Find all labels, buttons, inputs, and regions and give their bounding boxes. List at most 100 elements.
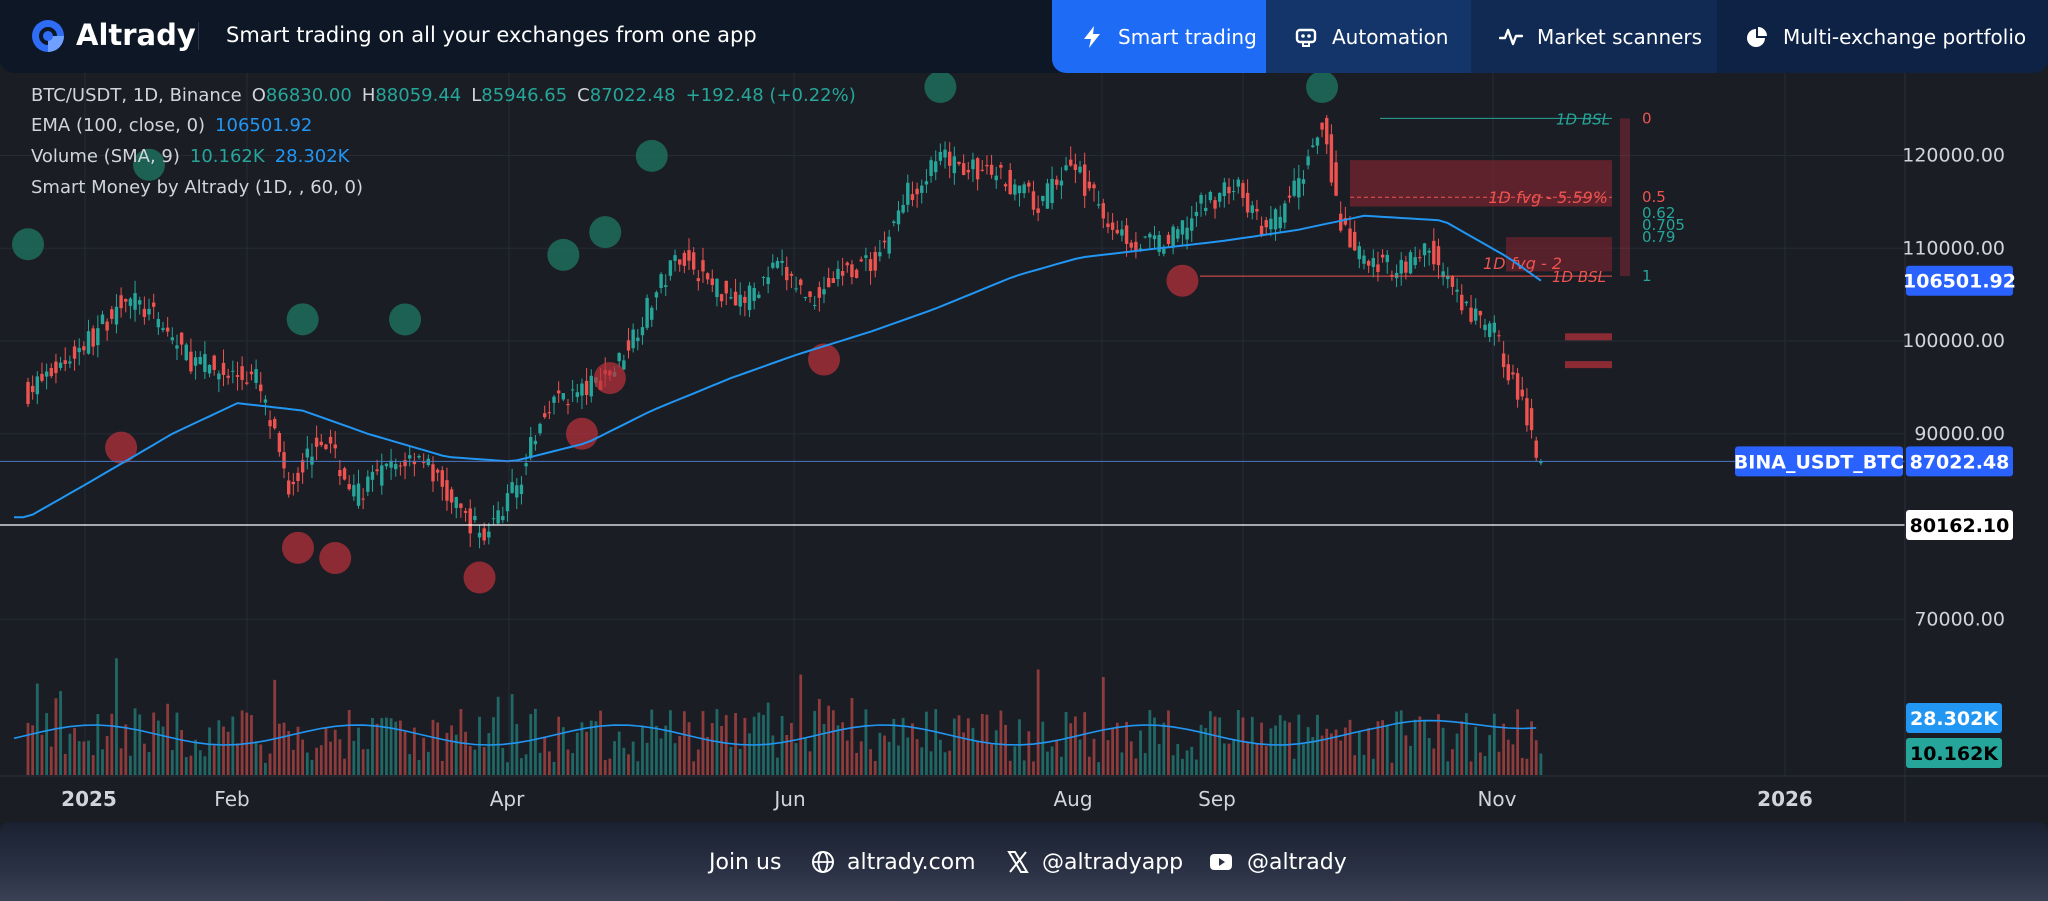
tab-multi-exchange-portfolio[interactable]: Multi-exchange portfolio <box>1717 0 2048 73</box>
candle-body <box>296 472 300 481</box>
candle-body <box>803 297 808 299</box>
symbol-label[interactable]: BTC/USDT, 1D, Binance <box>31 85 242 106</box>
volume-bar <box>231 716 235 775</box>
candle-body <box>1325 117 1329 145</box>
candle-body <box>1143 236 1147 238</box>
volume-bar <box>1092 738 1096 775</box>
price-chart[interactable]: 1D BSL 1D BSL 1D fvg - 5.59% 1D fvg - 2 0 0.5… <box>0 73 2048 822</box>
candle-body <box>203 354 207 372</box>
altrady-logo-icon[interactable] <box>31 19 65 53</box>
volume-bar <box>1195 759 1198 775</box>
candle-body <box>184 344 188 361</box>
volume-bar <box>1516 709 1519 775</box>
swing-low-marker <box>105 431 138 464</box>
candle-body <box>221 362 226 375</box>
candle-body <box>1292 180 1296 196</box>
candle-body <box>1208 191 1213 201</box>
smc-label[interactable]: Smart Money by Altrady (1D, , 60, 0) <box>31 177 364 198</box>
candle-body <box>482 528 486 541</box>
candle-body <box>622 360 626 370</box>
fvg-zone <box>1506 237 1612 272</box>
volume-bar <box>971 727 975 775</box>
volume-bar <box>552 761 556 775</box>
volume-bar <box>1357 731 1361 775</box>
candle-body <box>1320 122 1324 130</box>
price-tick-label: 70000.00 <box>1914 608 2005 630</box>
candle-body <box>733 291 738 306</box>
volume-bar <box>650 709 654 775</box>
volume-bar <box>156 720 160 775</box>
ema-label[interactable]: EMA (100, close, 0) <box>31 115 206 136</box>
volume-label[interactable]: Volume (SMA, 9) <box>31 146 180 167</box>
volume-bar <box>496 696 500 775</box>
candle-body <box>1287 195 1292 198</box>
volume-bar <box>1409 745 1412 775</box>
volume-bar <box>990 743 993 775</box>
volume-bar <box>822 723 826 775</box>
volume-bar <box>212 745 216 775</box>
candle-body <box>408 455 412 459</box>
volume-bar <box>869 749 872 775</box>
fvg-zone-small <box>1565 333 1612 341</box>
candle-body <box>845 262 849 266</box>
x-logo-icon <box>1007 851 1029 873</box>
volume-bar <box>1399 710 1403 775</box>
volume-bar <box>319 745 323 775</box>
volume-bar <box>776 757 779 775</box>
candle-body <box>1087 181 1092 189</box>
volume-bar <box>1181 758 1184 775</box>
volume-value: 10.162K <box>189 146 265 167</box>
candle-body <box>1027 182 1031 187</box>
volume-bar <box>1367 728 1371 775</box>
candle-body <box>934 161 938 173</box>
volume-bar <box>40 734 44 775</box>
volume-bar <box>329 741 332 775</box>
volume-sma-label: 28.302K <box>1910 708 1999 730</box>
volume-bar <box>152 712 156 775</box>
volume-bar <box>91 755 95 775</box>
candle-body <box>1446 275 1450 280</box>
tab-market-scanners[interactable]: Market scanners <box>1471 0 1717 73</box>
volume-bar <box>743 717 747 775</box>
candle-body <box>110 309 114 319</box>
volume-bar <box>855 752 858 775</box>
candle-body <box>985 165 989 167</box>
volume-bar <box>301 739 305 775</box>
volume-bar <box>264 762 267 775</box>
volume-bar <box>412 727 416 775</box>
candle-body <box>980 169 984 171</box>
volume-bar <box>1311 737 1315 775</box>
swing-high-marker <box>133 148 166 181</box>
candle-body <box>738 294 742 307</box>
candle-body <box>1176 229 1180 239</box>
volume-bar <box>538 752 542 775</box>
volume-bar <box>417 760 421 775</box>
volume-bar <box>1390 762 1394 775</box>
candle-body <box>1348 228 1352 248</box>
price-tick-label: 120000.00 <box>1902 145 2005 167</box>
volume-bar <box>1101 676 1105 775</box>
volume-bar <box>1073 716 1077 775</box>
volume-bar <box>1078 739 1082 775</box>
candle-body <box>1036 208 1040 213</box>
footer: Join us altrady.com @altradyapp @altrady <box>0 822 2048 901</box>
candle-body <box>119 295 123 309</box>
tab-automation[interactable]: Automation <box>1266 0 1471 73</box>
youtube-handle-link[interactable]: @altrady <box>1247 850 1347 875</box>
volume-bar <box>403 731 407 775</box>
candle-body <box>254 369 258 383</box>
x-handle-link[interactable]: @altradyapp <box>1042 850 1184 875</box>
candle-body <box>1050 178 1054 204</box>
volume-bar <box>180 729 184 775</box>
brand-name[interactable]: Altrady <box>76 18 196 52</box>
tab-smart-trading[interactable]: Smart trading <box>1052 0 1266 73</box>
website-link[interactable]: altrady.com <box>847 850 976 875</box>
candle-body <box>30 385 35 393</box>
volume-bar <box>129 755 132 775</box>
candle-body <box>384 463 389 467</box>
low-value: 85946.65 <box>481 85 568 106</box>
volume-bar <box>259 744 263 775</box>
candle-body <box>826 277 831 288</box>
candle-body <box>1190 218 1194 231</box>
volume-bar <box>897 745 900 775</box>
